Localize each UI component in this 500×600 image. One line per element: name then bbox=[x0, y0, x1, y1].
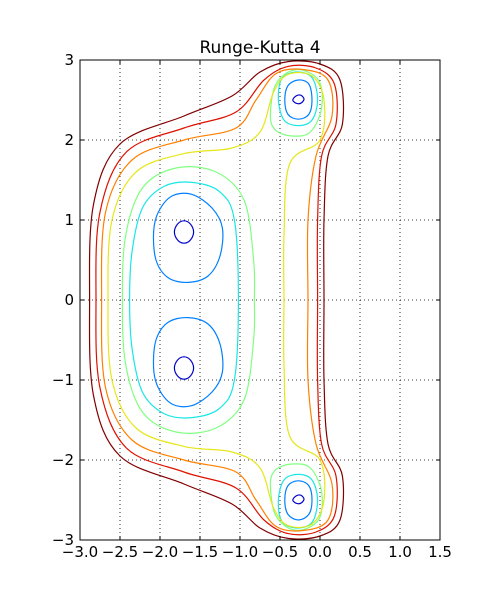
contour-level-4 bbox=[269, 68, 323, 137]
contour-level-2 bbox=[284, 480, 313, 521]
x-tick-label: 0.0 bbox=[308, 543, 332, 561]
contour-level-4 bbox=[121, 166, 256, 434]
x-tick-label: −1.0 bbox=[222, 543, 258, 561]
contour-level-7 bbox=[95, 64, 338, 536]
contour-level-2 bbox=[284, 79, 313, 120]
contour-level-5 bbox=[107, 71, 326, 529]
contour-lines bbox=[88, 60, 345, 540]
x-tick-label: −2.5 bbox=[102, 543, 138, 561]
contour-level-1 bbox=[292, 494, 305, 505]
y-tick-label: −2 bbox=[52, 451, 74, 469]
contour-level-2 bbox=[152, 192, 224, 284]
contour-level-1 bbox=[173, 220, 195, 244]
x-tick-label: −2.0 bbox=[142, 543, 178, 561]
x-tick-label: −3.0 bbox=[62, 543, 98, 561]
y-tick-label: −3 bbox=[52, 531, 74, 549]
y-tick-label: 3 bbox=[64, 51, 74, 69]
contour-level-6 bbox=[100, 68, 334, 532]
y-tick-labels: −3 −2 −1 0 1 2 3 bbox=[52, 51, 74, 549]
x-tick-label: 1.5 bbox=[428, 543, 452, 561]
contour-level-3 bbox=[129, 181, 239, 419]
x-tick-label: 1.0 bbox=[388, 543, 412, 561]
y-tick-label: −1 bbox=[52, 371, 74, 389]
contour-level-8 bbox=[88, 60, 345, 540]
x-tick-labels: −3.0 −2.5 −2.0 −1.5 −1.0 −0.5 0.0 0.5 1.0 1.5 bbox=[62, 543, 452, 561]
x-tick-label: 0.5 bbox=[348, 543, 372, 561]
x-tick-label: −0.5 bbox=[262, 543, 298, 561]
y-tick-label: 2 bbox=[64, 131, 74, 149]
axis-ticks bbox=[79, 59, 441, 541]
contour-level-2 bbox=[152, 316, 224, 408]
y-tick-label: 0 bbox=[64, 291, 74, 309]
contour-level-1 bbox=[173, 356, 195, 380]
chart-title: Runge-Kutta 4 bbox=[199, 38, 320, 58]
x-tick-label: −1.5 bbox=[182, 543, 218, 561]
contour-level-4 bbox=[269, 463, 323, 532]
y-tick-label: 1 bbox=[64, 211, 74, 229]
contour-level-1 bbox=[292, 94, 305, 105]
plot-area: −3.0 −2.5 −2.0 −1.5 −1.0 −0.5 0.0 0.5 1.0 1.5 −3−… bbox=[52, 51, 452, 561]
